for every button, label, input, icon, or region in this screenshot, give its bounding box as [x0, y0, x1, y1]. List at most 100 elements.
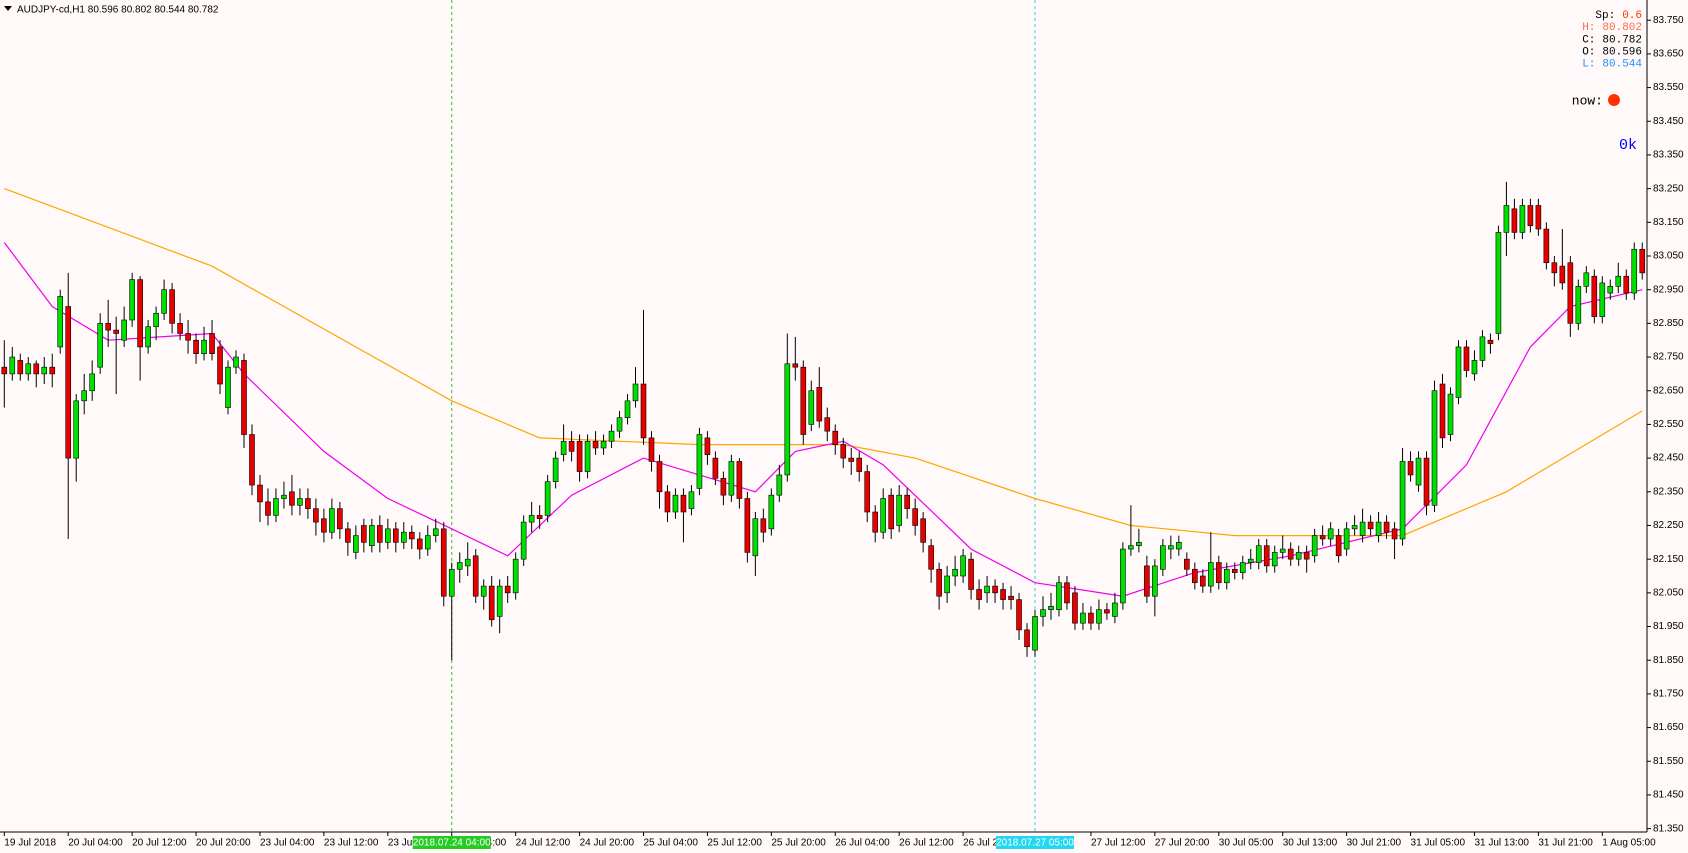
candle-body	[976, 589, 982, 600]
candle-body	[456, 562, 463, 570]
candle-body	[824, 417, 831, 432]
candle-body	[241, 360, 247, 435]
y-tick-label: 83.550	[1653, 82, 1684, 93]
candle-body	[1024, 629, 1030, 648]
candle-body	[448, 568, 455, 597]
candle-body	[273, 498, 279, 516]
candle-body	[25, 363, 32, 375]
candle-body	[265, 501, 271, 516]
candle-body	[960, 555, 966, 577]
candle-body	[896, 494, 902, 526]
candle-body	[1295, 552, 1302, 560]
candle-body	[209, 333, 215, 354]
candle-body	[353, 535, 359, 553]
candle-body	[1583, 272, 1590, 287]
x-tick-label: 23 Jul 12:00	[324, 838, 379, 849]
y-tick-label: 83.450	[1653, 116, 1684, 127]
candle-body	[576, 440, 583, 472]
candle-body	[1367, 521, 1374, 530]
candle-body	[1447, 393, 1454, 435]
candle-body	[944, 575, 950, 594]
candle-body	[1407, 461, 1414, 476]
candle-body	[233, 356, 239, 368]
candle-body	[1239, 562, 1246, 573]
candle-body	[1231, 568, 1238, 573]
candle-body	[313, 508, 319, 523]
candle-body	[632, 383, 639, 402]
candle-body	[153, 312, 159, 328]
info-value: 0.6	[1622, 10, 1642, 22]
candle-body	[1535, 205, 1542, 230]
candle-body	[1455, 346, 1462, 398]
candle-body	[928, 545, 934, 570]
candle-body	[832, 430, 839, 445]
candle-body	[688, 491, 695, 509]
candle-body	[329, 508, 335, 533]
y-tick-label: 82.050	[1653, 587, 1684, 598]
candle-body	[1415, 457, 1422, 486]
candle-body	[1136, 542, 1142, 546]
y-tick-label: 81.750	[1653, 689, 1684, 700]
candle-body	[1503, 205, 1510, 233]
candle-body	[536, 515, 543, 520]
x-tick-label: 30 Jul 13:00	[1283, 838, 1338, 849]
candle-body	[225, 366, 231, 408]
info-value: 80.782	[1602, 34, 1642, 46]
candle-body	[337, 508, 343, 530]
candle-body	[1048, 606, 1054, 610]
candle-body	[568, 440, 575, 452]
candle-body	[872, 511, 879, 533]
candle-body	[281, 494, 287, 499]
x-tick-label: 31 Jul 21:00	[1538, 838, 1593, 849]
candle-body	[1064, 582, 1070, 604]
candle-body	[1168, 545, 1174, 550]
candle-body	[480, 585, 487, 597]
candle-body	[249, 434, 255, 486]
info-label: C:	[1582, 34, 1595, 46]
candle-body	[1215, 562, 1222, 584]
candle-body	[1255, 545, 1262, 563]
candle-body	[424, 535, 431, 550]
candle-body	[992, 585, 998, 594]
candle-body	[385, 528, 391, 543]
candle-body	[57, 296, 64, 348]
y-tick-label: 83.750	[1653, 15, 1684, 26]
candle-body	[1008, 595, 1014, 600]
candle-body	[1176, 542, 1182, 550]
info-label: Sp:	[1595, 10, 1615, 22]
candle-body	[880, 498, 887, 533]
candle-body	[768, 494, 775, 530]
candle-body	[904, 494, 910, 509]
candle-body	[1160, 545, 1166, 570]
candle-body	[97, 323, 103, 368]
candle-body	[912, 508, 918, 526]
candle-body	[217, 346, 223, 385]
y-tick-label: 81.650	[1653, 722, 1684, 733]
candle-body	[800, 366, 807, 435]
candle-body	[1335, 535, 1342, 557]
candle-body	[1112, 602, 1118, 617]
candle-body	[792, 363, 799, 368]
candle-body	[169, 289, 175, 324]
candle-body	[856, 457, 863, 472]
candle-body	[1487, 339, 1494, 344]
candle-body	[1527, 205, 1534, 226]
candle-body	[1223, 568, 1230, 584]
now-label: now:	[1572, 93, 1603, 108]
candle-body	[1303, 552, 1310, 560]
y-tick-label: 82.350	[1653, 486, 1684, 497]
candle-body	[520, 521, 527, 560]
candle-body	[752, 518, 759, 557]
candle-body	[1104, 609, 1110, 614]
candle-body	[808, 390, 815, 425]
y-tick-label: 83.150	[1653, 217, 1684, 228]
candle-body	[600, 440, 607, 449]
candle-body	[113, 329, 119, 334]
candle-body	[920, 518, 926, 543]
menu-triangle[interactable]	[4, 6, 12, 11]
candle-body	[129, 279, 135, 321]
y-tick-label: 82.550	[1653, 419, 1684, 430]
chart-title: AUDJPY-cd,H1 80.596 80.802 80.544 80.782	[17, 5, 219, 16]
candle-body	[137, 279, 143, 348]
candle-body	[41, 366, 48, 375]
